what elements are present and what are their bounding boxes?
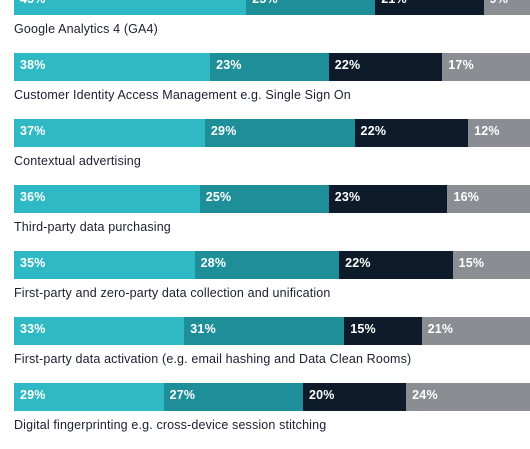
bar-segment: 36%: [14, 185, 200, 213]
bar-segment: 16%: [447, 185, 530, 213]
segment-value-label: 29%: [210, 124, 237, 138]
bar-segment: 25%: [199, 185, 329, 213]
segment-value-label: 9%: [490, 0, 508, 6]
stacked-bar: 29% 27% 20% 24%: [14, 383, 530, 411]
segment-value-label: 29%: [20, 388, 46, 402]
bar-segment: 21%: [421, 317, 530, 345]
bar-segment: 29%: [204, 119, 355, 147]
stacked-bar: 36% 25% 23% 16%: [14, 185, 530, 213]
category-label: Third-party data purchasing: [14, 220, 171, 234]
segment-value-label: 38%: [20, 58, 46, 72]
segment-value-label: 31%: [190, 322, 216, 336]
bar-segment: 29%: [14, 383, 164, 411]
stacked-bar: 37% 29% 22% 12%: [14, 119, 530, 147]
segment-value-label: 15%: [350, 322, 376, 336]
chart-row: 35% 28% 22% 15% First-party and zero-party d…: [0, 251, 530, 317]
segment-value-label: 16%: [453, 190, 480, 204]
bar-segment: 28%: [194, 251, 340, 279]
segment-value-label: 12%: [474, 124, 500, 138]
bar-segment: 35%: [14, 251, 195, 279]
segment-value-label: 22%: [360, 124, 387, 138]
bar-segment: 33%: [14, 317, 185, 345]
category-label: Google Analytics 4 (GA4): [14, 22, 158, 36]
segment-value-label: 20%: [308, 388, 335, 402]
segment-value-label: 23%: [216, 58, 242, 72]
bar-segment: 22%: [354, 119, 469, 147]
segment-value-label: 25%: [205, 190, 232, 204]
segment-value-label: 21%: [381, 0, 407, 6]
segment-value-label: 21%: [427, 322, 454, 336]
bar-segment: 45%: [14, 0, 247, 15]
segment-value-label: 45%: [20, 0, 46, 6]
category-label: First-party and zero-party data collecti…: [14, 286, 331, 300]
bar-segment: 25%: [246, 0, 376, 15]
segment-value-label: 27%: [169, 388, 196, 402]
stacked-bar: 33% 31% 15% 21%: [14, 317, 530, 345]
segment-value-label: 22%: [345, 256, 371, 270]
bar-segment: 27%: [163, 383, 303, 411]
chart-row: 37% 29% 22% 12% Contextual advertising: [0, 119, 530, 185]
bar-segment: 24%: [406, 383, 530, 411]
bar-segment: 17%: [442, 53, 530, 81]
bar-segment: 23%: [328, 185, 448, 213]
bar-segment: 37%: [14, 119, 205, 147]
category-label: Digital fingerprinting e.g. cross-device…: [14, 418, 327, 432]
segment-value-label: 23%: [334, 190, 361, 204]
bar-segment: 15%: [344, 317, 422, 345]
chart-row: 36% 25% 23% 16% Third-party data purchasing: [0, 185, 530, 251]
segment-value-label: 28%: [200, 256, 227, 270]
category-label: First-party data activation (e.g. email …: [14, 352, 412, 366]
bar-segment: 12%: [468, 119, 530, 147]
bar-segment: 9%: [483, 0, 530, 15]
segment-value-label: 22%: [334, 58, 361, 72]
chart-row: 29% 27% 20% 24% Digital fingerprinting e.g. …: [0, 383, 530, 449]
segment-value-label: 33%: [20, 322, 46, 336]
bar-segment: 38%: [14, 53, 211, 81]
bar-segment: 20%: [302, 383, 407, 411]
bar-segment: 15%: [452, 251, 530, 279]
segment-value-label: 37%: [20, 124, 46, 138]
bar-segment: 21%: [375, 0, 484, 15]
segment-value-label: 17%: [448, 58, 474, 72]
bar-segment: 22%: [328, 53, 443, 81]
chart-row: 33% 31% 15% 21% First-party data activation …: [0, 317, 530, 383]
segment-value-label: 35%: [20, 256, 46, 270]
stacked-bar: 35% 28% 22% 15%: [14, 251, 530, 279]
bar-segment: 23%: [210, 53, 329, 81]
segment-value-label: 25%: [252, 0, 278, 6]
category-label: Customer Identity Access Management e.g.…: [14, 88, 351, 102]
stacked-bar: 45% 25% 21% 9%: [14, 0, 530, 15]
segment-value-label: 24%: [412, 388, 438, 402]
bar-segment: 31%: [184, 317, 345, 345]
bar-segment: 22%: [339, 251, 453, 279]
stacked-bar: 38% 23% 22% 17%: [14, 53, 530, 81]
chart-row: 38% 23% 22% 17% Customer Identity Access Man…: [0, 53, 530, 119]
segment-value-label: 36%: [20, 190, 46, 204]
chart-row: 45% 25% 21% 9% Google Analytics 4 (GA4): [0, 0, 530, 53]
category-label: Contextual advertising: [14, 154, 141, 168]
segment-value-label: 15%: [458, 256, 485, 270]
